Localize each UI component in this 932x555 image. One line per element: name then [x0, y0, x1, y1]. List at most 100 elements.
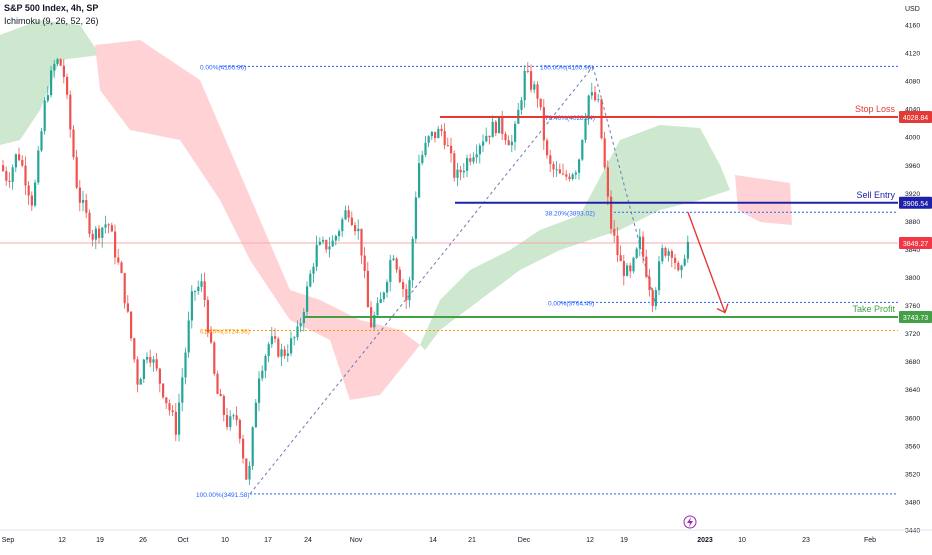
candle-body	[373, 315, 376, 328]
candle-body	[142, 359, 145, 380]
candle-body	[2, 165, 5, 172]
candle-body	[638, 236, 641, 249]
trend-line-up	[249, 66, 594, 495]
candles	[2, 57, 689, 485]
candle-body	[242, 438, 245, 459]
candle-body	[277, 338, 280, 357]
candle-body	[411, 238, 414, 281]
candle-body	[610, 196, 613, 229]
candle-body	[168, 403, 171, 411]
candle-body	[619, 255, 622, 262]
price-tag	[899, 110, 932, 123]
candle-body	[104, 224, 107, 228]
candle-body	[21, 159, 24, 166]
candle-body	[430, 131, 433, 137]
candle-body	[581, 139, 584, 160]
candle-body	[200, 281, 203, 287]
candle-body	[587, 95, 590, 119]
candle-body	[174, 411, 177, 435]
candle-body	[18, 154, 21, 160]
candle-body	[117, 257, 120, 263]
candle-body	[533, 84, 536, 90]
fib-label: 0.00%(3764.49)	[548, 300, 594, 307]
candle-body	[514, 123, 517, 142]
candle-body	[360, 228, 363, 256]
candle-body	[312, 266, 315, 274]
candle-body	[78, 187, 81, 203]
candle-body	[27, 185, 30, 196]
candle-body	[165, 397, 168, 404]
candle-body	[562, 173, 565, 175]
candle-body	[549, 155, 552, 165]
candle-body	[8, 180, 11, 182]
candle-body	[363, 255, 366, 271]
candle-body	[286, 353, 289, 356]
candle-body	[88, 212, 91, 234]
candle-body	[43, 100, 46, 132]
x-tick-label: 12	[586, 537, 594, 544]
price-axis[interactable]: USD4160412040804040400039603920388038403…	[899, 6, 932, 535]
candle-body	[613, 228, 616, 236]
candle-body	[235, 415, 238, 421]
candle-body	[536, 84, 539, 99]
x-tick-label: Feb	[864, 537, 876, 544]
candle-body	[347, 210, 350, 218]
candle-body	[139, 379, 142, 385]
x-tick-label: 10	[738, 537, 746, 544]
candle-body	[254, 402, 257, 428]
candle-body	[181, 377, 184, 403]
candle-body	[206, 300, 209, 333]
x-tick-label: 12	[58, 537, 66, 544]
candle-body	[597, 99, 600, 101]
candle-body	[341, 219, 344, 232]
candle-body	[37, 150, 40, 183]
candle-body	[421, 155, 424, 164]
candle-body	[306, 286, 309, 312]
candle-body	[219, 393, 222, 397]
candle-body	[171, 410, 174, 412]
fib-label: 38.20%(3893.02)	[545, 210, 595, 217]
candle-body	[5, 171, 8, 181]
y-tick-label: 4040	[905, 107, 920, 114]
x-tick-label: 19	[620, 537, 628, 544]
candle-body	[405, 289, 408, 301]
y-tick-label: 3680	[905, 359, 920, 366]
candle-body	[654, 290, 657, 307]
candle-body	[267, 344, 270, 357]
candle-body	[443, 131, 446, 146]
candle-body	[462, 170, 465, 173]
candle-body	[251, 427, 254, 466]
candle-body	[437, 128, 440, 139]
candle-body	[149, 357, 152, 363]
x-tick-label: Oct	[178, 537, 189, 544]
candle-body	[40, 131, 43, 151]
indicator-legend[interactable]: Ichimoku (9, 26, 52, 26)	[4, 16, 99, 26]
candle-body	[136, 359, 139, 385]
candle-body	[222, 396, 225, 415]
symbol-title[interactable]: S&P 500 Index, 4h, SP	[4, 3, 99, 13]
candle-body	[651, 290, 654, 307]
kumo-bear-1	[95, 40, 420, 400]
y-tick-label: 3800	[905, 275, 920, 282]
time-axis[interactable]: Sep 12 19 26 Oct 10 17 24 Nov 14 21 Dec 12 19 2023 10 23…	[0, 529, 932, 544]
candle-body	[626, 265, 629, 276]
candle-body	[258, 378, 261, 403]
projection-arrow	[687, 212, 726, 313]
candle-body	[616, 235, 619, 256]
candle-body	[62, 65, 65, 77]
candle-body	[622, 261, 625, 276]
candle-body	[203, 281, 206, 301]
candle-body	[667, 251, 670, 256]
candle-body	[50, 70, 53, 96]
candle-body	[357, 228, 360, 232]
candle-body	[309, 273, 312, 287]
candle-body	[30, 195, 33, 206]
candle-body	[568, 176, 571, 180]
candle-body	[440, 128, 443, 132]
candle-body	[376, 303, 379, 316]
candle-body	[386, 281, 389, 293]
y-tick-label: 4120	[905, 51, 920, 58]
candle-body	[114, 231, 117, 258]
